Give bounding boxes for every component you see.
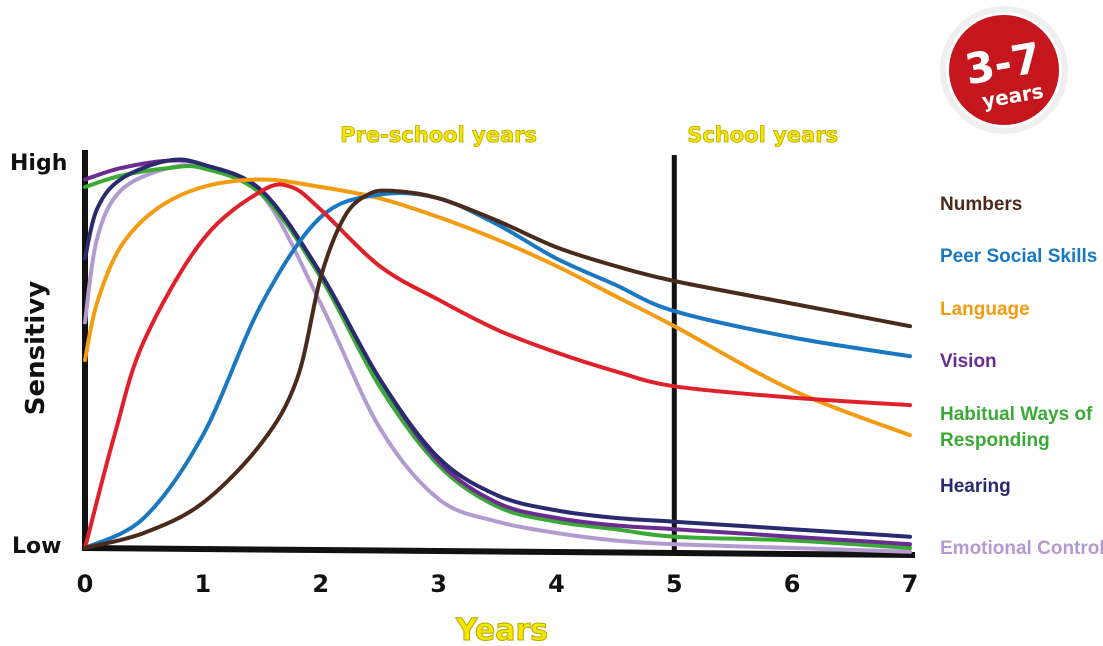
series-line [83, 177, 912, 438]
age-badge: 3-7 years [940, 6, 1068, 134]
x-axis-label: Years [455, 613, 548, 646]
legend-entry: Numbers [940, 194, 1022, 215]
x-tick-label: 6 [784, 570, 801, 598]
x-tick-label: 3 [430, 570, 447, 598]
legend-entry: Peer Social Skills [940, 246, 1097, 267]
y-tick-high: High [10, 151, 67, 176]
x-tick-label: 7 [902, 570, 919, 598]
badge-disc [949, 15, 1059, 125]
x-tick-label: 4 [548, 570, 565, 598]
region-label: School years [687, 123, 838, 147]
legend-entry: Language [940, 299, 1030, 320]
y-axis-label: Sensitivy [21, 281, 51, 416]
x-tick-label: 0 [77, 570, 94, 598]
legend-entry: Hearing [940, 476, 1011, 497]
series-line [83, 182, 912, 550]
x-tick-label: 5 [666, 570, 683, 598]
series-line [83, 163, 912, 550]
x-tick-label: 2 [312, 570, 329, 598]
series-line [83, 158, 912, 547]
legend-entry: Vision [940, 351, 997, 372]
x-axis [81, 545, 916, 558]
series-line [83, 157, 912, 539]
series-line [83, 163, 912, 554]
legend-entry: Emotional Control [940, 538, 1103, 559]
region-label: Pre-school years [340, 123, 537, 147]
series-line [83, 188, 912, 550]
legend-entry: Habitual Ways of Responding [940, 404, 1093, 451]
y-tick-low: Low [12, 534, 61, 559]
x-ticks: 0 1 2 3 4 5 6 7 [77, 570, 919, 598]
x-tick-label: 1 [195, 570, 212, 598]
legend: Numbers Peer Social Skills Language Vision H… [940, 194, 1103, 559]
series-lines [83, 157, 912, 554]
region-labels: Pre-school years School years [340, 123, 839, 148]
